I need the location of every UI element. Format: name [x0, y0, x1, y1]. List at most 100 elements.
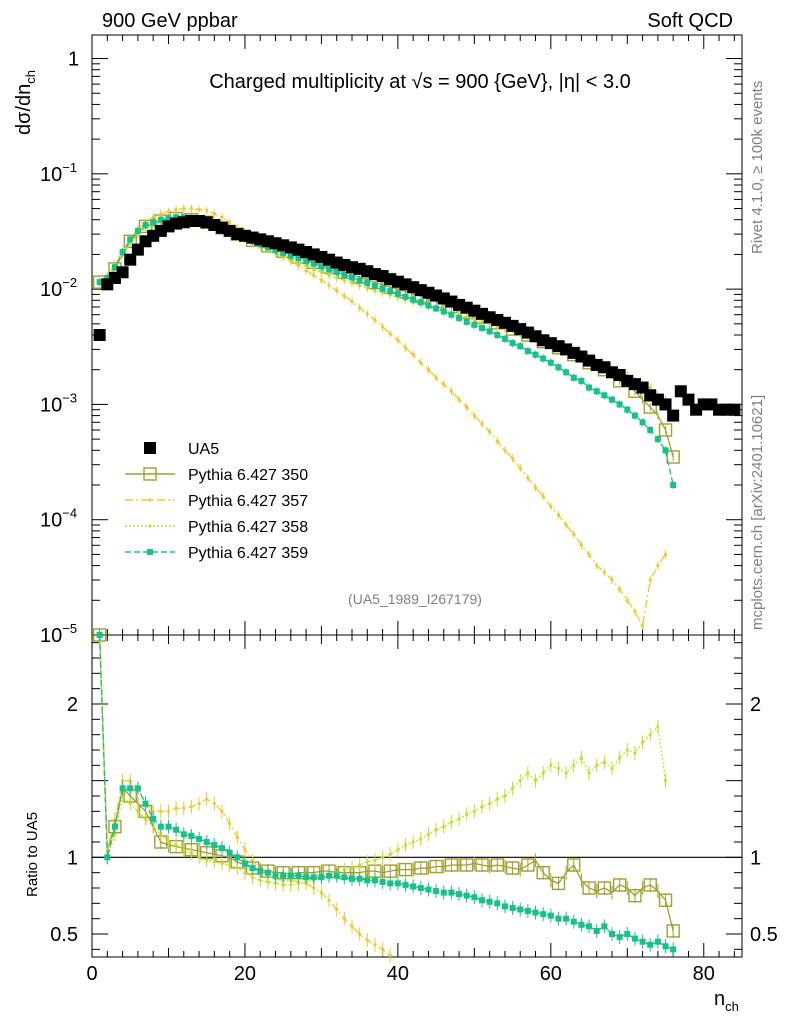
ratio-point-pythia-6-427-358 — [365, 860, 369, 864]
data-point-pythia-6-427-357 — [663, 552, 668, 557]
series-line-pythia-6-427-359 — [99, 216, 674, 486]
ratio-point-pythia-6-427-359 — [601, 923, 608, 930]
ratio-point-pythia-6-427-358 — [579, 756, 584, 760]
data-point-pythia-6-427-358 — [373, 289, 377, 293]
ratio-point-pythia-6-427-359 — [570, 918, 577, 925]
ratio-point-pythia-6-427-358 — [426, 832, 431, 836]
data-point-pythia-6-427-357 — [220, 215, 224, 219]
ratio-point-pythia-6-427-357 — [220, 809, 224, 813]
ratio-point-pythia-6-427-359 — [586, 923, 593, 930]
legend-label-pythia-6-427-359: Pythia 6.427 359 — [188, 545, 308, 562]
data-point-pythia-6-427-359 — [371, 282, 378, 289]
data-point-pythia-6-427-357 — [488, 430, 492, 434]
x-axis-label: nch — [714, 988, 739, 1014]
ratio-point-pythia-6-427-358 — [564, 771, 568, 775]
x-tick-label: 20 — [234, 963, 256, 985]
data-point-pythia-6-427-359 — [494, 332, 501, 338]
data-point-pythia-6-427-357 — [335, 289, 339, 293]
data-point-pythia-6-427-357 — [602, 570, 606, 574]
data-point-pythia-6-427-359 — [157, 216, 164, 223]
ratio-point-pythia-6-427-357 — [373, 943, 377, 947]
ratio-series-group — [92, 628, 680, 963]
data-point-pythia-6-427-359 — [111, 264, 118, 271]
ratio-point-pythia-6-427-359 — [364, 877, 371, 884]
ratio-point-pythia-6-427-350 — [521, 858, 535, 872]
data-point-pythia-6-427-359 — [326, 266, 333, 273]
ratio-point-pythia-6-427-350 — [597, 881, 612, 895]
ratio-point-pythia-6-427-359 — [647, 941, 654, 948]
ratio-y-axis-label: Ratio to UA5 — [24, 812, 41, 897]
data-point-ua5 — [667, 409, 680, 422]
ratio-point-pythia-6-427-358 — [350, 866, 354, 870]
ratio-point-pythia-6-427-350 — [505, 861, 520, 875]
ratio-point-pythia-6-427-358 — [449, 820, 454, 824]
data-point-pythia-6-427-357 — [449, 389, 454, 393]
axes-group: 0 20 40 60 80 1 10−1 10−2 10−3 10−4 10−5 2 2 1 1 0.5 0.5 — [40, 35, 778, 985]
data-point-pythia-6-427-359 — [616, 401, 623, 408]
ratio-point-pythia-6-427-359 — [479, 897, 485, 904]
legend-marker-pythia-6-427-357 — [148, 498, 152, 502]
ratio-point-pythia-6-427-359 — [157, 823, 164, 830]
data-point-pythia-6-427-358 — [495, 325, 499, 329]
data-point-pythia-6-427-359 — [662, 447, 669, 454]
data-point-pythia-6-427-359 — [586, 384, 593, 391]
chart-title: Charged multiplicity at √s = 900 {GeV}, … — [209, 71, 631, 93]
ratio-point-pythia-6-427-357 — [312, 886, 316, 890]
data-point-pythia-6-427-359 — [127, 236, 134, 243]
ratio-point-pythia-6-427-350 — [429, 859, 443, 874]
data-point-pythia-6-427-359 — [287, 252, 294, 259]
ratio-point-pythia-6-427-359 — [333, 872, 340, 879]
ratio-point-pythia-6-427-357 — [380, 947, 385, 951]
ratio-point-pythia-6-427-358 — [266, 880, 270, 884]
data-point-ua5 — [116, 266, 129, 279]
data-point-pythia-6-427-357 — [442, 382, 446, 386]
data-point-pythia-6-427-359 — [570, 374, 577, 381]
data-point-pythia-6-427-359 — [134, 227, 141, 234]
ratio-point-pythia-6-427-359 — [119, 785, 126, 792]
data-point-pythia-6-427-357 — [587, 552, 591, 557]
data-point-pythia-6-427-358 — [380, 291, 385, 295]
ratio-point-pythia-6-427-359 — [417, 885, 424, 891]
legend-marker-ua5 — [144, 442, 156, 454]
y-tick-exponent: −4 — [62, 506, 77, 521]
ratio-point-pythia-6-427-358 — [388, 852, 392, 856]
ratio-point-pythia-6-427-359 — [593, 927, 600, 934]
data-point-pythia-6-427-359 — [349, 274, 355, 281]
ratio-point-pythia-6-427-359 — [234, 854, 241, 861]
data-point-pythia-6-427-357 — [503, 448, 507, 452]
y-tick-exponent: −1 — [62, 160, 77, 175]
data-point-pythia-6-427-359 — [532, 351, 539, 358]
data-point-pythia-6-427-358 — [304, 264, 308, 268]
ratio-point-pythia-6-427-358 — [136, 809, 140, 813]
data-point-pythia-6-427-359 — [471, 321, 478, 328]
data-point-ua5 — [728, 403, 741, 416]
ratio-point-pythia-6-427-359 — [287, 872, 294, 879]
data-point-pythia-6-427-359 — [295, 255, 302, 262]
data-point-pythia-6-427-359 — [654, 436, 661, 443]
ratio-point-pythia-6-427-359 — [257, 868, 264, 875]
data-point-ua5 — [659, 398, 672, 411]
data-point-pythia-6-427-357 — [457, 398, 461, 402]
legend-label-pythia-6-427-350: Pythia 6.427 350 — [188, 467, 308, 484]
data-point-pythia-6-427-357 — [342, 294, 346, 298]
ratio-point-pythia-6-427-358 — [273, 881, 278, 886]
ratio-point-pythia-6-427-357 — [159, 809, 163, 813]
ratio-point-pythia-6-427-358 — [250, 875, 255, 879]
ratio-point-pythia-6-427-358 — [648, 733, 652, 737]
data-point-pythia-6-427-359 — [165, 215, 172, 222]
data-point-pythia-6-427-357 — [572, 532, 576, 536]
data-point-pythia-6-427-357 — [549, 504, 553, 509]
ratio-point-pythia-6-427-359 — [494, 900, 501, 907]
ratio-point-pythia-6-427-358 — [220, 861, 224, 866]
ratio-point-pythia-6-427-359 — [127, 785, 134, 792]
data-point-pythia-6-427-357 — [212, 212, 216, 216]
data-point-pythia-6-427-357 — [166, 210, 171, 214]
data-point-pythia-6-427-358 — [480, 320, 484, 324]
ratio-point-pythia-6-427-359 — [295, 872, 302, 879]
data-point-pythia-6-427-359 — [402, 293, 409, 300]
ratio-point-pythia-6-427-358 — [373, 858, 377, 863]
data-point-pythia-6-427-359 — [524, 348, 531, 355]
ratio-point-pythia-6-427-359 — [150, 816, 157, 822]
ratio-point-pythia-6-427-359 — [104, 854, 111, 861]
